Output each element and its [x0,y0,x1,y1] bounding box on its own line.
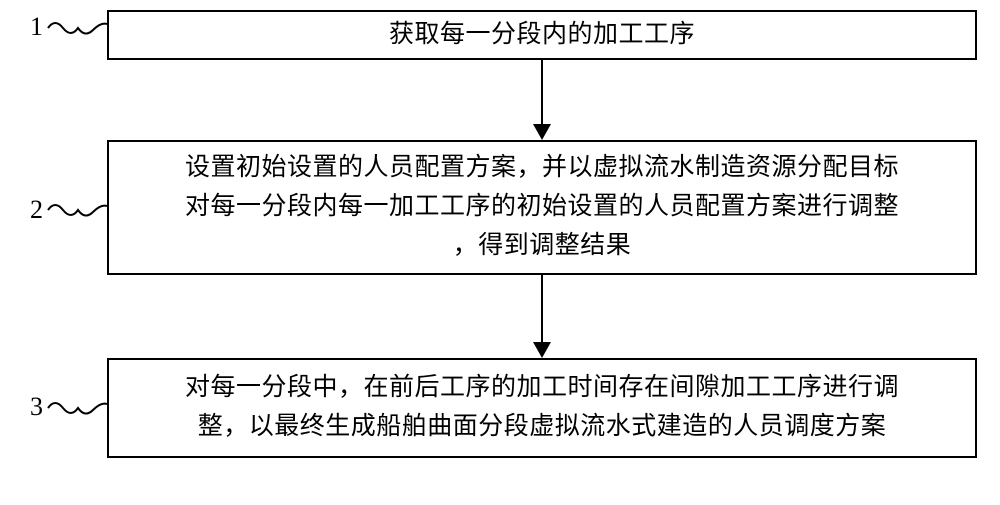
flow-step-2-text: 设置初始设置的人员配置方案，并以虚拟流水制造资源分配目标 对每一分段内每一加工工… [185,149,899,265]
step-label-3: 3 [30,392,43,422]
connector-squiggle-1 [45,18,110,48]
arrow-2-to-3-line [541,275,543,342]
arrow-1-to-2-line [541,60,543,124]
connector-squiggle-3 [45,398,110,428]
flow-step-3-text: 对每一分段中，在前后工序的加工时间存在间隙加工工序进行调 整，以最终生成船舶曲面… [185,369,899,447]
flow-step-1: 获取每一分段内的加工工序 [107,10,977,60]
arrow-2-to-3-head [533,342,551,358]
step-label-2: 2 [30,195,43,225]
flow-step-2: 设置初始设置的人员配置方案，并以虚拟流水制造资源分配目标 对每一分段内每一加工工… [107,140,977,275]
flow-step-3: 对每一分段中，在前后工序的加工时间存在间隙加工工序进行调 整，以最终生成船舶曲面… [107,358,977,458]
connector-squiggle-2 [45,200,110,230]
flow-step-1-text: 获取每一分段内的加工工序 [389,16,695,55]
flowchart-canvas: 1 获取每一分段内的加工工序 2 设置初始设置的人员配置方案，并以虚拟流水制造资… [0,0,1000,505]
arrow-1-to-2-head [533,124,551,140]
step-label-1: 1 [30,12,43,42]
